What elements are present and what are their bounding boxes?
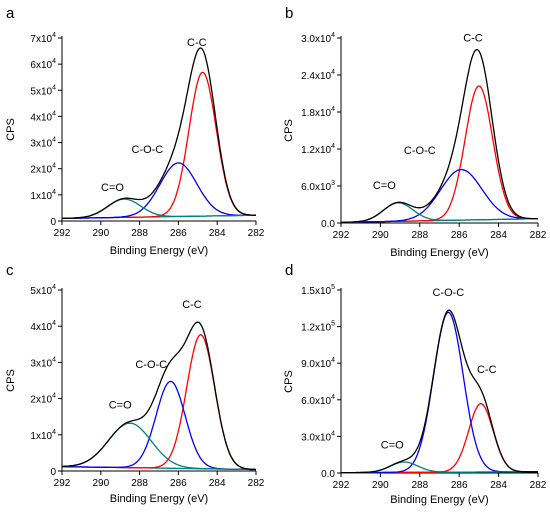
y-tick-label: 3.0x104 — [301, 430, 335, 443]
y-tick-label: 0 — [50, 217, 56, 228]
y-tick-label: 4x104 — [30, 110, 56, 123]
x-tick-label: 286 — [451, 230, 468, 241]
panel-b: b 292 290 288 286 284 282 0.0 6.0x103 1.2x104 1.8x… — [283, 5, 547, 259]
y-tick-label: 5x104 — [30, 84, 56, 97]
y-axis-title: CPS — [283, 119, 295, 142]
y-tick-label: 1.2x105 — [301, 321, 335, 334]
x-tick-label: 292 — [54, 228, 71, 239]
y-tick-label: 3x104 — [30, 356, 56, 369]
y-tick-label: 0.0 — [321, 469, 335, 480]
peak-annotation: C-O-C — [432, 287, 464, 299]
peak-annotation: C=O — [109, 399, 132, 411]
x-axis-title: Binding Energy (eV) — [110, 493, 208, 505]
series-envelope — [341, 309, 538, 474]
series-envelope — [341, 48, 538, 224]
y-tick-label: 2.4x104 — [301, 69, 335, 82]
x-tick-label: 286 — [170, 478, 187, 489]
peak-annotation: C-O-C — [135, 359, 167, 371]
y-tick-label: 1x104 — [30, 189, 56, 202]
peak-annotation: C=O — [373, 180, 396, 192]
y-axis-title: CPS — [5, 369, 17, 392]
y-tick-label: 2x104 — [30, 163, 56, 176]
x-tick-label: 292 — [333, 480, 350, 491]
x-tick-label: 290 — [372, 480, 389, 491]
peak-annotation: C-C — [477, 364, 497, 376]
y-tick-label: 1x104 — [30, 429, 56, 442]
y-axis-title: CPS — [5, 118, 17, 141]
x-tick-label: 290 — [92, 228, 109, 239]
series-c-o-c — [62, 380, 257, 471]
y-tick-label: 7x104 — [30, 32, 56, 45]
y-tick-label: 6.0x104 — [301, 394, 335, 407]
y-tick-label: 3.0x104 — [301, 32, 335, 45]
x-tick-label: 284 — [490, 230, 507, 241]
x-tick-label: 288 — [131, 228, 148, 239]
x-tick-label: 286 — [451, 480, 468, 491]
peak-annotation: C=O — [381, 440, 404, 452]
series-envelope — [61, 321, 256, 471]
y-tick-label: 3x104 — [30, 137, 56, 150]
y-axis-title: CPS — [283, 370, 295, 393]
series-envelope — [62, 47, 256, 220]
x-tick-label: 284 — [209, 228, 226, 239]
panel-c: c 292 290 288 286 284 282 0 1x104 2x104 3x104 4x104… — [5, 262, 265, 505]
panel-letter: d — [285, 262, 293, 279]
x-tick-label: 282 — [530, 480, 547, 491]
y-tick-label: 2x104 — [30, 393, 56, 406]
x-tick-label: 282 — [248, 478, 265, 489]
x-axis-title: Binding Energy (eV) — [390, 494, 488, 506]
x-tick-label: 286 — [170, 228, 187, 239]
panel-d: d 292 290 288 286 284 282 0.0 3.0x104 6.0x104 9.0x… — [283, 262, 547, 506]
x-tick-label: 290 — [92, 478, 109, 489]
panel-letter: a — [6, 5, 15, 22]
x-tick-label: 282 — [530, 230, 547, 241]
panel-letter: b — [285, 5, 293, 22]
peak-annotation: C-C — [463, 33, 483, 45]
x-tick-label: 292 — [333, 230, 350, 241]
y-tick-label: 1.5x105 — [301, 284, 335, 297]
series-c-c — [62, 334, 256, 471]
x-axis-title: Binding Energy (eV) — [390, 247, 488, 259]
x-tick-label: 282 — [248, 228, 265, 239]
y-tick-label: 9.0x104 — [301, 357, 335, 370]
series-c-c — [341, 403, 538, 474]
peak-annotation: C-C — [187, 37, 207, 49]
panel-a: a 292 290 288 286 284 282 0 1x104 2x104 3x104 4x104… — [5, 5, 265, 257]
y-tick-label: 0.0 — [321, 219, 335, 230]
x-tick-label: 284 — [490, 480, 507, 491]
x-tick-label: 292 — [54, 478, 71, 489]
x-tick-label: 288 — [131, 478, 148, 489]
y-tick-label: 4x104 — [30, 320, 56, 333]
panel-letter: c — [6, 262, 14, 279]
peak-annotation: C-O-C — [404, 145, 436, 157]
series-c-o-c — [62, 162, 257, 220]
x-tick-label: 288 — [411, 480, 428, 491]
x-axis-title: Binding Energy (eV) — [110, 245, 208, 257]
y-tick-label: 6.0x103 — [301, 180, 335, 193]
y-tick-label: 5x104 — [30, 284, 56, 297]
x-tick-label: 284 — [209, 478, 226, 489]
peak-annotation: C-C — [182, 299, 202, 311]
y-tick-label: 6x104 — [30, 58, 56, 71]
peak-annotation: C-O-C — [131, 144, 163, 156]
x-tick-label: 288 — [411, 230, 428, 241]
y-tick-label: 1.2x104 — [301, 143, 335, 156]
y-tick-label: 0 — [50, 467, 56, 478]
y-tick-label: 1.8x104 — [301, 106, 335, 119]
series-c-o-c — [341, 168, 538, 224]
peak-annotation: C=O — [101, 182, 124, 194]
x-tick-label: 290 — [372, 230, 389, 241]
